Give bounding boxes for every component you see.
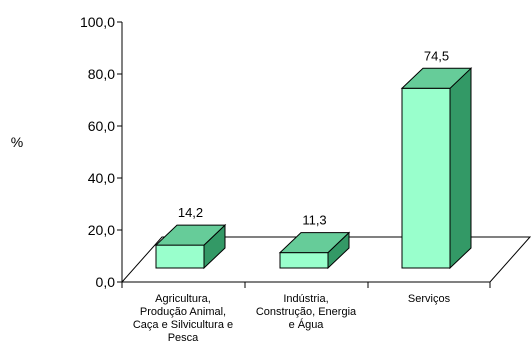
bar-value-label: 11,3 bbox=[302, 213, 326, 228]
bar-front bbox=[279, 252, 329, 269]
bar-value-label: 74,5 bbox=[424, 48, 449, 63]
bar bbox=[400, 67, 473, 270]
bar-top bbox=[154, 224, 227, 246]
bars bbox=[154, 67, 473, 270]
y-tick-label: 80,0 bbox=[88, 66, 115, 82]
bar-front bbox=[401, 87, 451, 269]
bar-value-label: 14,2 bbox=[178, 205, 203, 220]
y-tick-label: 0,0 bbox=[96, 274, 116, 290]
y-tick-label: 100,0 bbox=[80, 14, 115, 30]
x-category-label: Serviços bbox=[408, 293, 451, 305]
x-category-label: Indústria, Construção, Energia e Água bbox=[256, 293, 357, 331]
bar bbox=[154, 223, 227, 270]
bar-top bbox=[400, 67, 473, 89]
y-axis-label: % bbox=[11, 134, 23, 150]
labels: 14,2 11,3 74,5 Agricultura, Produção Animal,… bbox=[133, 48, 451, 344]
bar-side bbox=[449, 67, 472, 270]
y-tick-label: 40,0 bbox=[88, 170, 115, 186]
x-category-label: Agricultura, Produção Animal, Caça e Silvi… bbox=[133, 293, 233, 344]
y-axis: 0,0 20,0 40,0 60,0 80,0 100,0 bbox=[80, 14, 123, 290]
bar-front bbox=[155, 244, 205, 269]
bar bbox=[278, 231, 351, 270]
y-tick-label: 20,0 bbox=[88, 222, 115, 238]
y-tick-label: 60,0 bbox=[88, 118, 115, 134]
bar-top bbox=[278, 232, 351, 254]
